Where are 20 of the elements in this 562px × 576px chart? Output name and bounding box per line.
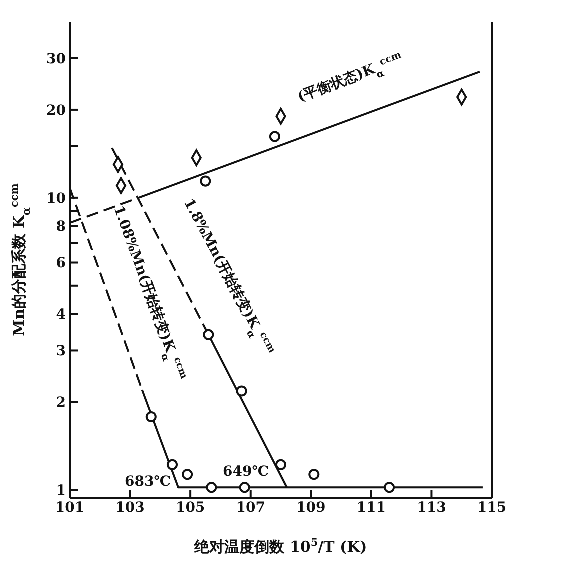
x-tick-label: 103: [116, 500, 145, 516]
y-tick-label: 20: [46, 102, 66, 119]
x-tick-label: 115: [477, 500, 507, 516]
x-tick-label: 107: [236, 500, 266, 516]
annotation: 649℃: [223, 464, 270, 480]
x-tick-label: 101: [55, 500, 85, 516]
y-tick-label: 2: [56, 395, 66, 412]
annotation: 683℃: [125, 474, 172, 490]
y-tick-label: 3: [56, 344, 66, 360]
x-tick-label: 113: [417, 500, 446, 516]
y-tick-label: 4: [56, 307, 66, 324]
y-tick-label: 30: [46, 51, 66, 68]
y-tick-label: 6: [56, 256, 66, 272]
x-tick-label: 105: [176, 500, 206, 516]
y-tick-label: 1: [56, 483, 66, 500]
x-tick-label: 109: [296, 500, 326, 516]
y-tick-label: 8: [56, 219, 66, 236]
x-tick-label: 111: [356, 500, 386, 516]
y-tick-label: 10: [46, 190, 66, 207]
x-axis-title: 绝对温度倒数 10$^{5}$/T (K): [194, 537, 368, 556]
